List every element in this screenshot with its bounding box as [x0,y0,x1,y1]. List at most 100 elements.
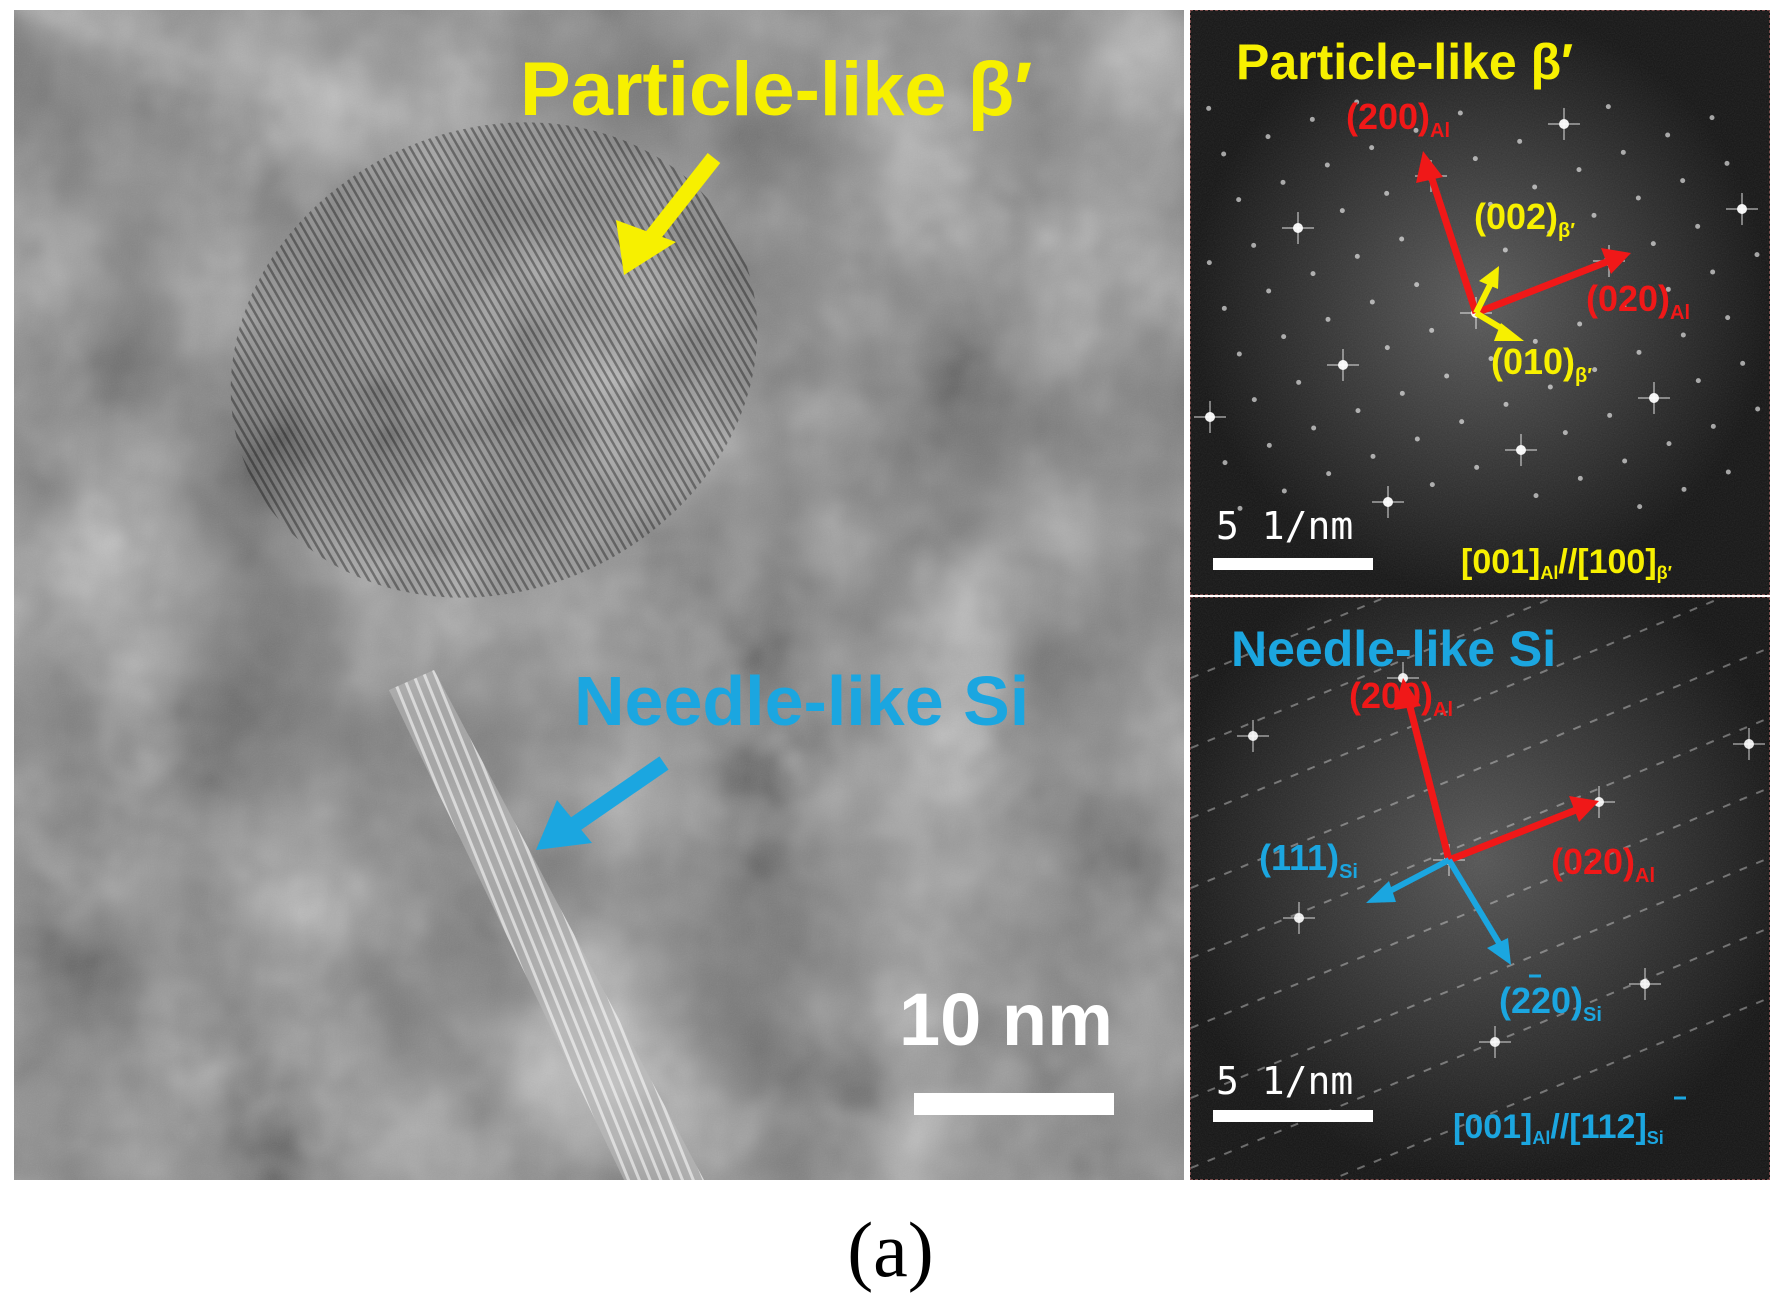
diffraction-spot [1354,253,1360,259]
diffraction-spot [1755,406,1761,412]
si-vector-220 [1446,858,1511,965]
diffraction-streak [1191,857,1769,1099]
diffraction-spot [1281,334,1287,340]
diffraction-spot [1754,252,1760,258]
spot-flare [1283,902,1315,934]
diffraction-spot [1354,99,1360,105]
diffraction-spot [1665,132,1671,138]
diffraction-spot [1326,471,1332,477]
diffraction-streak [1191,647,1769,889]
diffraction-spot [1532,338,1538,344]
diffraction-streak [1191,717,1769,959]
diffraction-spot [1236,197,1242,203]
fft-bottom-zone-axis: [001]Al//[112]Si [1453,1108,1664,1148]
diffraction-spot [1339,208,1345,214]
diffraction-spot [1695,378,1701,384]
diffraction-spot [1650,241,1656,247]
hrtem-scale-label: 10 nm [899,978,1113,1061]
diffraction-spot [1457,110,1463,116]
diffraction-spot [1311,425,1317,431]
particle-arrow [616,153,721,275]
diffraction-streak [1191,598,1724,819]
diffraction-spot [1413,127,1419,133]
spot-flare [1237,720,1269,752]
diffraction-spot [1740,360,1746,366]
beta-vector-010 [1474,310,1524,341]
diffraction-spot [1681,486,1687,492]
diffraction-streak [1191,598,1555,749]
hrtem-micrograph: Particle-like β′ Needle-like Si 10 nm [14,10,1184,1180]
hrtem-scale-bar [914,1093,1114,1115]
spot-flare [1629,968,1661,1000]
diffraction-spot [1666,441,1672,447]
spot-flare [1638,382,1670,414]
diffraction-spot [1310,271,1316,277]
diffraction-spot [1620,149,1626,155]
diffraction-spot [1517,138,1523,144]
diffraction-spot [1472,156,1478,162]
diffraction-spot [1384,345,1390,351]
diffraction-spot [1309,116,1315,122]
diffraction-spot [1414,436,1420,442]
diffraction-spot [1206,105,1212,111]
diffraction-spot [1236,351,1242,357]
diffraction-spot [1221,305,1227,311]
fft-top-spot-010: (010)β′ [1491,341,1592,387]
diffraction-spot [1503,401,1509,407]
diffraction-streak [1191,927,1769,1169]
diffraction-spot [1605,104,1611,110]
hrtem-image: Particle-like β′ Needle-like Si 10 nm [14,10,1184,1180]
figure-caption: (a) [0,1205,1781,1295]
particle-label: Particle-like β′ [520,47,1032,132]
diffraction-spots [1194,99,1761,518]
spot-flare [1505,434,1537,466]
diffraction-spot [1384,190,1390,196]
diffraction-spot [1724,160,1730,166]
diffraction-spot [1725,469,1731,475]
diffraction-spot [1547,384,1553,390]
diffraction-spot [1324,162,1330,168]
diffraction-spot [1665,286,1671,292]
fft-top-spot-002: (002)β′ [1474,196,1575,242]
spot-flare [1327,349,1359,381]
diffraction-spot [1709,115,1715,121]
fft-top-title: Particle-like β′ [1236,34,1573,90]
diffraction-spot [1459,419,1465,425]
diffraction-spot [1265,134,1271,140]
fft-bottom-spot-220: (220)Si [1499,980,1602,1026]
diffraction-spot [1636,349,1642,355]
spot-flare [1726,193,1758,225]
diffraction-spot [1355,408,1361,414]
diffraction-spot [1680,178,1686,184]
diffraction-spot [1532,184,1538,190]
fft-bottom-spot-020: (020)Al [1551,841,1655,887]
diffraction-spot [1547,230,1553,236]
al-vector-200 [1416,151,1480,315]
diffraction-spot [1576,167,1582,173]
beta-vector-002 [1473,266,1499,315]
diffraction-spot [1502,247,1508,253]
diffraction-spot [1577,475,1583,481]
fft-bottom-spot-200: (200)Al [1349,675,1453,721]
diffraction-spot [1206,260,1212,266]
diffraction-spot [1562,430,1568,436]
diffraction-spot [1296,379,1302,385]
diffraction-spot [1621,304,1627,310]
diffraction-spot [1429,482,1435,488]
diffraction-spot [1591,212,1597,218]
diffraction-spot [1251,397,1257,403]
spot-flare [1282,212,1314,244]
spot-flare [1548,108,1580,140]
fft-bottom-scale-label: 5 1/nm [1216,1059,1353,1103]
diffraction-spot [1325,316,1331,322]
diffraction-spot [1622,458,1628,464]
spot-flare [1479,1026,1511,1058]
diffraction-spot [1710,269,1716,275]
diffraction-spot [1429,327,1435,333]
spot-flare [1194,401,1226,433]
al-vector-020 [1474,248,1631,317]
spot-flare [1733,728,1765,760]
diffraction-spot [1221,151,1227,157]
diffraction-spot [1710,423,1716,429]
diffraction-spot [1488,356,1494,362]
